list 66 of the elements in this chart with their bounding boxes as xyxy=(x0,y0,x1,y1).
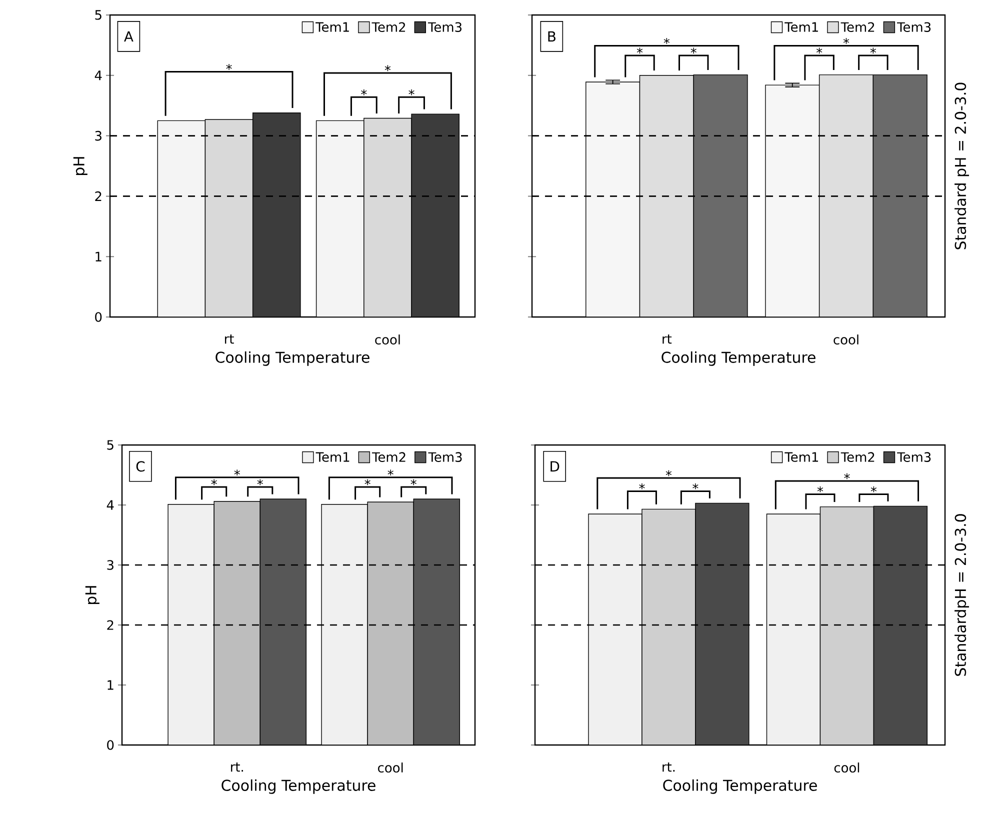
x-tick-label: cool xyxy=(834,334,858,345)
annotation: * xyxy=(639,483,645,490)
y-tick-label: 4 xyxy=(106,500,114,510)
x-tick-label: rt xyxy=(224,334,234,344)
legend-label: Tem2 xyxy=(372,452,406,462)
annotation: * xyxy=(636,48,643,54)
x-tick-label: rt. xyxy=(231,762,243,772)
y-tick-label: 1 xyxy=(108,680,114,690)
annotation: * xyxy=(870,486,877,492)
x-axis-title: Cooling Temperature xyxy=(663,779,817,794)
annotation: * xyxy=(408,89,414,96)
annotation: * xyxy=(361,89,367,96)
x-tick-label: cool xyxy=(375,334,400,345)
legend-label: Tem2 xyxy=(372,22,406,32)
legend-label: Tem1 xyxy=(316,452,350,462)
annotation: * xyxy=(384,65,391,72)
x-tick-label: rt xyxy=(662,334,672,344)
y-tick-label: 2 xyxy=(95,191,102,201)
y-axis-title: pH xyxy=(73,157,88,175)
legend-label: Tem1 xyxy=(316,22,349,32)
y-tick-label: 5 xyxy=(107,440,114,450)
legend-label: Tem3 xyxy=(897,22,931,32)
y-tick-label: 3 xyxy=(107,560,114,570)
y-tick-label: 5 xyxy=(95,10,102,20)
legend-label: Tem2 xyxy=(840,22,874,32)
x-axis-title: Cooling Temperature xyxy=(222,779,376,794)
legend-label: Tem3 xyxy=(428,22,462,32)
annotation: * xyxy=(664,38,670,44)
annotation: * xyxy=(211,479,217,486)
y-tick-label: 2 xyxy=(107,620,114,630)
y-axis-title: pH xyxy=(85,586,100,604)
text: B xyxy=(548,31,556,42)
x-tick-label: cool xyxy=(834,762,860,773)
text: D xyxy=(550,461,560,472)
annotation: * xyxy=(226,64,232,70)
text: C xyxy=(136,461,145,472)
annotation: * xyxy=(816,48,822,54)
legend-label: Tem3 xyxy=(897,452,931,462)
x-tick-label: rt. xyxy=(662,762,675,772)
annotation: * xyxy=(817,486,824,492)
y-tick-label: 0 xyxy=(95,312,102,322)
y-tick-label: 1 xyxy=(96,252,102,262)
legend-label: Tem1 xyxy=(784,452,818,462)
annotation: * xyxy=(410,479,416,486)
legend-label: Tem2 xyxy=(840,452,874,462)
legend-label: Tem1 xyxy=(784,22,818,32)
x-tick-label: cool xyxy=(378,762,403,773)
annotation: * xyxy=(257,479,263,486)
annotation: * xyxy=(388,470,394,476)
annotation: * xyxy=(692,483,698,490)
y-tick-label: 0 xyxy=(107,740,114,750)
annotation: * xyxy=(666,470,672,476)
annotation: * xyxy=(690,48,696,54)
text: A xyxy=(124,31,134,42)
text: StandardpH = 2.0-3.0 xyxy=(954,514,969,676)
annotation: * xyxy=(364,479,370,486)
y-tick-label: 3 xyxy=(95,130,102,141)
annotation: * xyxy=(234,470,240,476)
x-axis-title: Cooling Temperature xyxy=(662,351,816,366)
annotation: * xyxy=(870,48,876,54)
legend-label: Tem3 xyxy=(428,452,462,462)
text: Standard pH = 2.0-3.0 xyxy=(954,82,969,250)
y-tick-label: 4 xyxy=(94,70,102,80)
annotation: * xyxy=(844,473,850,480)
x-axis-title: Cooling Temperature xyxy=(216,351,370,366)
annotation: * xyxy=(843,38,850,44)
